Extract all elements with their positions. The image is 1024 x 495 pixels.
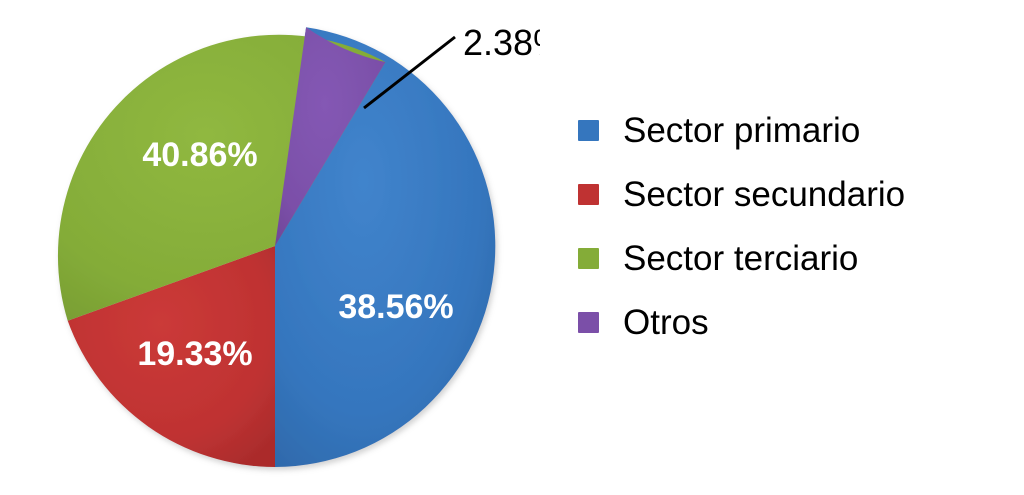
callout-leader-line: [363, 35, 456, 110]
pie-slice-sector-secundario[interactable]: [67, 246, 275, 467]
slice-label-otros: 2.38%: [463, 22, 540, 63]
legend-item-label: Sector primario: [623, 110, 861, 150]
slice-label-sector-secundario: 19.33%: [137, 335, 252, 373]
legend-item-sector-primario[interactable]: Sector primario: [578, 108, 1008, 152]
legend-swatch-icon: [578, 183, 599, 205]
pie-slice-otros[interactable]: [275, 27, 386, 246]
legend-item-label: Otros: [623, 302, 709, 342]
legend-item-otros[interactable]: Otros: [578, 300, 1008, 344]
legend: Sector primario Sector secundario Sector…: [578, 108, 1008, 344]
legend-item-sector-terciario[interactable]: Sector terciario: [578, 236, 1008, 280]
slice-label-sector-primario: 38.56%: [338, 288, 453, 326]
legend-swatch-icon: [578, 119, 599, 141]
legend-swatch-icon: [578, 247, 599, 269]
legend-item-sector-secundario[interactable]: Sector secundario: [578, 172, 1008, 216]
slice-label-sector-terciario: 40.86%: [142, 136, 257, 174]
pie-plot-area: 38.56% 19.33% 40.86% 2.38%: [57, 22, 540, 468]
pie-slices-group: [57, 27, 496, 468]
pie-svg: 38.56% 19.33% 40.86% 2.38%: [57, 22, 540, 468]
legend-swatch-icon: [578, 311, 599, 333]
legend-item-label: Sector secundario: [623, 174, 906, 214]
legend-item-label: Sector terciario: [623, 238, 859, 278]
